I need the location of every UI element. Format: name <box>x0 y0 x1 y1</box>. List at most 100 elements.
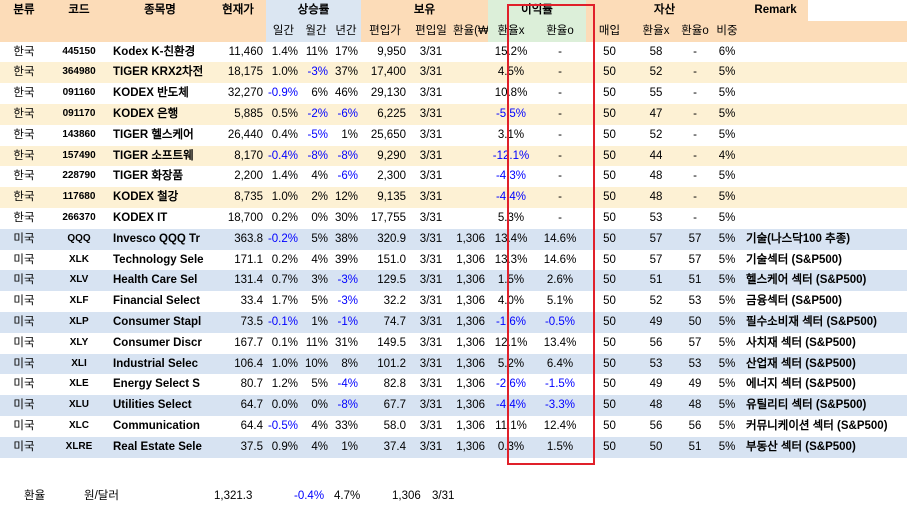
row-buy-date[interactable]: 3/31 <box>409 103 453 125</box>
row-buy-date[interactable]: 3/31 <box>409 207 453 229</box>
row-fx[interactable] <box>453 62 488 84</box>
row-daily[interactable]: 0.0% <box>266 395 301 416</box>
row-profit-o[interactable]: 5.1% <box>534 291 586 312</box>
row-remark[interactable]: 헬스케어 섹터 (S&P500) <box>743 270 907 292</box>
row-buy-date[interactable]: 3/31 <box>409 436 453 458</box>
row-buy[interactable]: 50 <box>586 249 633 271</box>
row-asset-x[interactable]: 48 <box>633 166 679 188</box>
row-remark[interactable] <box>743 207 907 229</box>
row-buy-price[interactable]: 6,225 <box>361 103 409 125</box>
row-name[interactable]: KODEX 철강 <box>110 187 210 208</box>
row-fx[interactable] <box>453 103 488 125</box>
header-weight[interactable]: 비중 <box>711 20 743 42</box>
header-remark[interactable]: Remark <box>743 0 808 21</box>
row-buy[interactable]: 50 <box>586 207 633 229</box>
header-profit-x[interactable]: 환율x <box>488 20 534 42</box>
row-price[interactable]: 363.8 <box>210 228 266 250</box>
row-category[interactable]: 한국 <box>0 187 48 208</box>
row-buy-date[interactable]: 3/31 <box>409 83 453 104</box>
row-buy-date[interactable]: 3/31 <box>409 353 453 375</box>
row-daily[interactable]: -0.1% <box>266 311 301 333</box>
row-asset-o[interactable]: 53 <box>679 353 711 375</box>
row-name[interactable]: KODEX 반도체 <box>110 83 210 104</box>
row-buy[interactable]: 50 <box>586 62 633 84</box>
row-fx[interactable]: 1,306 <box>453 228 488 250</box>
row-buy-price[interactable]: 37.4 <box>361 436 409 458</box>
row-asset-x[interactable]: 48 <box>633 187 679 208</box>
row-daily[interactable]: 0.7% <box>266 270 301 292</box>
row-code[interactable]: XLP <box>48 311 110 333</box>
row-yearly[interactable]: 39% <box>331 249 361 271</box>
row-buy-price[interactable]: 29,130 <box>361 83 409 104</box>
row-daily[interactable]: 1.4% <box>266 166 301 188</box>
row-fx[interactable] <box>453 145 488 167</box>
row-remark[interactable] <box>743 124 907 146</box>
row-name[interactable]: Utilities Select <box>110 395 210 416</box>
row-buy[interactable]: 50 <box>586 145 633 167</box>
row-price[interactable]: 171.1 <box>210 249 266 271</box>
row-profit-o[interactable]: -3.3% <box>534 395 586 416</box>
row-yearly[interactable]: -4% <box>331 374 361 396</box>
row-price[interactable]: 73.5 <box>210 311 266 333</box>
row-fx[interactable]: 1,306 <box>453 270 488 292</box>
row-buy[interactable]: 50 <box>586 83 633 104</box>
row-buy-price[interactable]: 82.8 <box>361 374 409 396</box>
row-fx[interactable] <box>453 41 488 63</box>
header-buy-price[interactable]: 편입가 <box>361 20 409 42</box>
row-profit-x[interactable]: 1.5% <box>488 270 534 292</box>
row-code[interactable]: XLC <box>48 415 110 437</box>
row-asset-x[interactable]: 56 <box>633 332 679 354</box>
row-monthly[interactable]: 5% <box>301 291 331 312</box>
row-name[interactable]: TIGER 화장품 <box>110 166 210 188</box>
row-profit-x[interactable]: 5.3% <box>488 207 534 229</box>
row-code[interactable]: XLY <box>48 332 110 354</box>
row-buy[interactable]: 50 <box>586 187 633 208</box>
row-profit-o[interactable]: 1.5% <box>534 436 586 458</box>
row-buy[interactable]: 50 <box>586 124 633 146</box>
row-weight[interactable]: 5% <box>711 374 743 396</box>
row-asset-o[interactable]: 56 <box>679 415 711 437</box>
row-category[interactable]: 한국 <box>0 62 48 84</box>
row-weight[interactable]: 5% <box>711 207 743 229</box>
row-buy-date[interactable]: 3/31 <box>409 415 453 437</box>
row-yearly[interactable]: 33% <box>331 415 361 437</box>
row-code[interactable]: XLF <box>48 291 110 312</box>
row-fx[interactable] <box>453 207 488 229</box>
row-yearly[interactable]: -6% <box>331 166 361 188</box>
row-buy[interactable]: 50 <box>586 353 633 375</box>
row-category[interactable]: 한국 <box>0 83 48 104</box>
row-code[interactable]: QQQ <box>48 228 110 250</box>
row-buy-price[interactable]: 129.5 <box>361 270 409 292</box>
row-asset-x[interactable]: 53 <box>633 353 679 375</box>
row-code[interactable]: XLV <box>48 270 110 292</box>
row-buy[interactable]: 50 <box>586 415 633 437</box>
row-profit-x[interactable]: 11.1% <box>488 415 534 437</box>
row-asset-x[interactable]: 52 <box>633 124 679 146</box>
row-remark[interactable]: 유틸리티 섹터 (S&P500) <box>743 395 907 416</box>
row-profit-x[interactable]: 13.3% <box>488 249 534 271</box>
row-profit-x[interactable]: -4.3% <box>488 166 534 188</box>
row-weight[interactable]: 5% <box>711 436 743 458</box>
row-profit-o[interactable]: 12.4% <box>534 415 586 437</box>
row-profit-o[interactable]: - <box>534 41 586 63</box>
header-code[interactable]: 코드 <box>48 0 110 21</box>
header-name[interactable]: 종목명 <box>110 0 210 21</box>
row-profit-x[interactable]: -2.6% <box>488 374 534 396</box>
header-monthly[interactable]: 월간 <box>301 20 331 42</box>
row-weight[interactable]: 5% <box>711 83 743 104</box>
row-asset-o[interactable]: 49 <box>679 374 711 396</box>
row-price[interactable]: 18,700 <box>210 207 266 229</box>
header-price[interactable]: 현재가 <box>210 0 266 21</box>
row-code[interactable]: XLRE <box>48 436 110 458</box>
row-buy[interactable]: 50 <box>586 103 633 125</box>
row-asset-o[interactable]: - <box>679 62 711 84</box>
row-fx[interactable] <box>453 187 488 208</box>
row-code[interactable]: XLE <box>48 374 110 396</box>
row-daily[interactable]: -0.2% <box>266 228 301 250</box>
row-asset-x[interactable]: 56 <box>633 415 679 437</box>
row-buy[interactable]: 50 <box>586 436 633 458</box>
row-profit-x[interactable]: -12.1% <box>488 145 534 167</box>
row-asset-x[interactable]: 48 <box>633 395 679 416</box>
row-price[interactable]: 106.4 <box>210 353 266 375</box>
row-buy-date[interactable]: 3/31 <box>409 374 453 396</box>
